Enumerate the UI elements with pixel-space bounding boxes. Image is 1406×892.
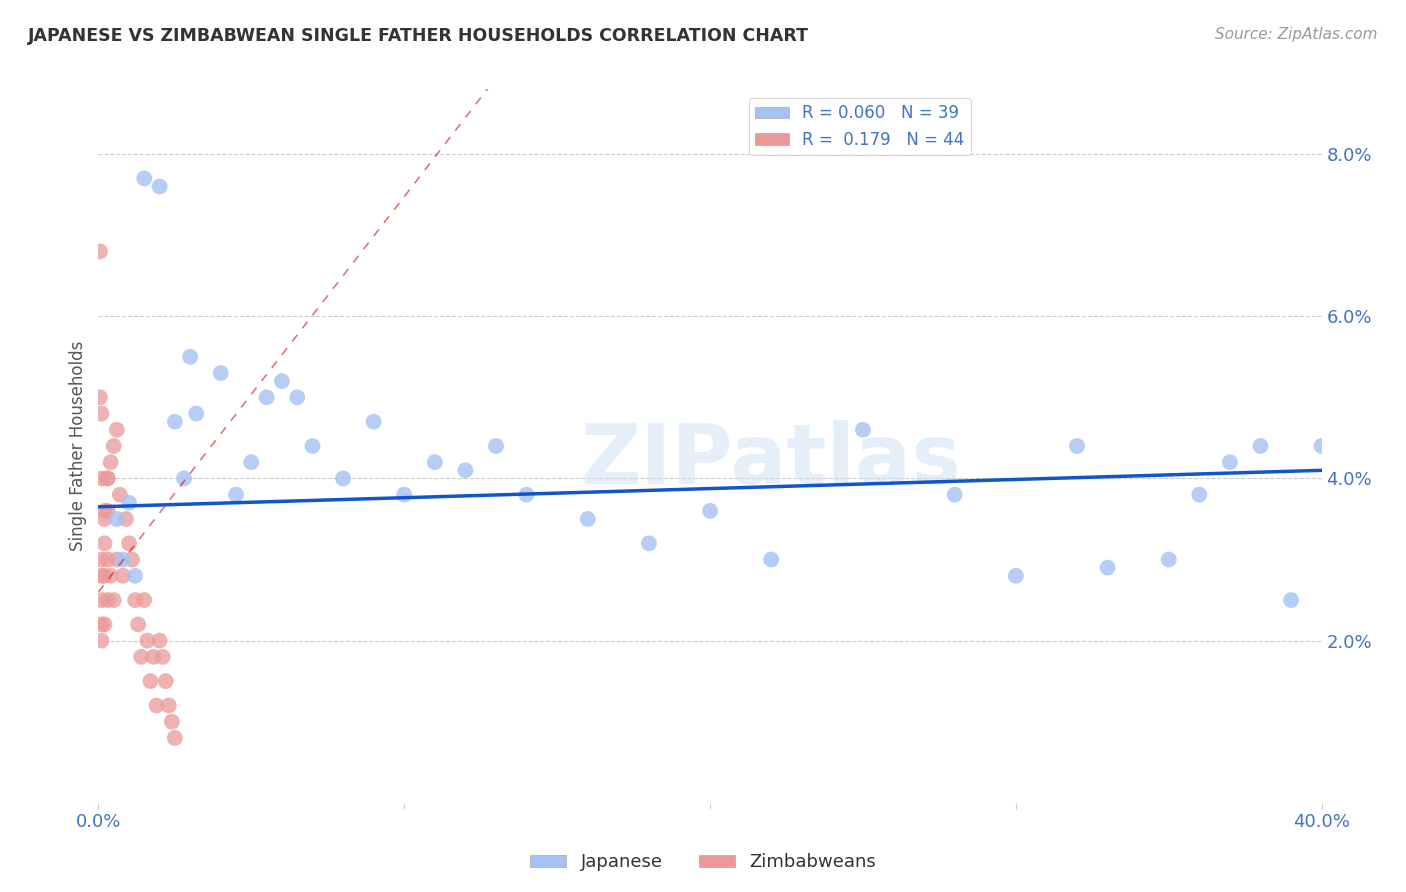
Point [149,633,172,648]
Point [423,455,446,469]
Point [93,617,115,632]
Point [149,179,172,194]
Point [103,439,125,453]
Point [209,366,232,380]
Point [454,463,477,477]
Legend: Japanese, Zimbabweans: Japanese, Zimbabweans [523,847,883,879]
Point [93,512,115,526]
Point [136,633,159,648]
Point [1188,488,1211,502]
Point [129,649,152,664]
Point [89,390,111,404]
Point [118,496,141,510]
Point [240,455,263,469]
Point [852,423,875,437]
Point [134,171,156,186]
Point [485,439,508,453]
Point [108,488,131,502]
Point [516,488,538,502]
Point [124,593,146,607]
Point [105,552,128,566]
Point [118,536,141,550]
Point [179,350,201,364]
Point [90,593,112,607]
Point [1249,439,1271,453]
Text: JAPANESE VS ZIMBABWEAN SINGLE FATHER HOUSEHOLDS CORRELATION CHART: JAPANESE VS ZIMBABWEAN SINGLE FATHER HOU… [28,27,808,45]
Point [111,552,134,566]
Point [97,504,120,518]
Point [97,552,120,566]
Point [105,423,128,437]
Point [163,415,186,429]
Point [127,617,149,632]
Point [103,593,125,607]
Point [1157,552,1180,566]
Point [139,674,162,689]
Point [1066,439,1088,453]
Point [1004,568,1026,582]
Point [115,512,138,526]
Point [152,649,174,664]
Point [943,488,966,502]
Point [93,568,115,582]
Point [93,536,115,550]
Point [285,390,308,404]
Point [173,471,195,485]
Point [100,455,122,469]
Point [90,568,112,582]
Point [97,471,120,485]
Point [124,568,146,582]
Point [301,439,323,453]
Point [97,471,120,485]
Point [157,698,180,713]
Point [160,714,183,729]
Point [145,698,167,713]
Point [1219,455,1241,469]
Point [363,415,385,429]
Point [637,536,661,550]
Point [332,471,354,485]
Point [90,552,112,566]
Y-axis label: Single Father Households: Single Father Households [69,341,87,551]
Point [225,488,247,502]
Point [100,568,122,582]
Point [1310,439,1333,453]
Point [1279,593,1302,607]
Point [93,504,115,518]
Point [90,471,112,485]
Legend: R = 0.060   N = 39, R =  0.179   N = 44: R = 0.060 N = 39, R = 0.179 N = 44 [748,97,970,155]
Point [105,512,128,526]
Point [90,633,112,648]
Point [256,390,278,404]
Point [142,649,165,664]
Point [576,512,599,526]
Point [111,568,134,582]
Point [97,593,120,607]
Point [90,617,112,632]
Text: ZIPatlas: ZIPatlas [581,420,962,500]
Point [121,552,143,566]
Point [134,593,156,607]
Point [90,407,112,421]
Text: Source: ZipAtlas.com: Source: ZipAtlas.com [1215,27,1378,42]
Point [759,552,782,566]
Point [155,674,177,689]
Point [699,504,721,518]
Point [392,488,416,502]
Point [186,407,208,421]
Point [89,244,111,259]
Point [163,731,186,745]
Point [1097,560,1119,574]
Point [270,374,292,388]
